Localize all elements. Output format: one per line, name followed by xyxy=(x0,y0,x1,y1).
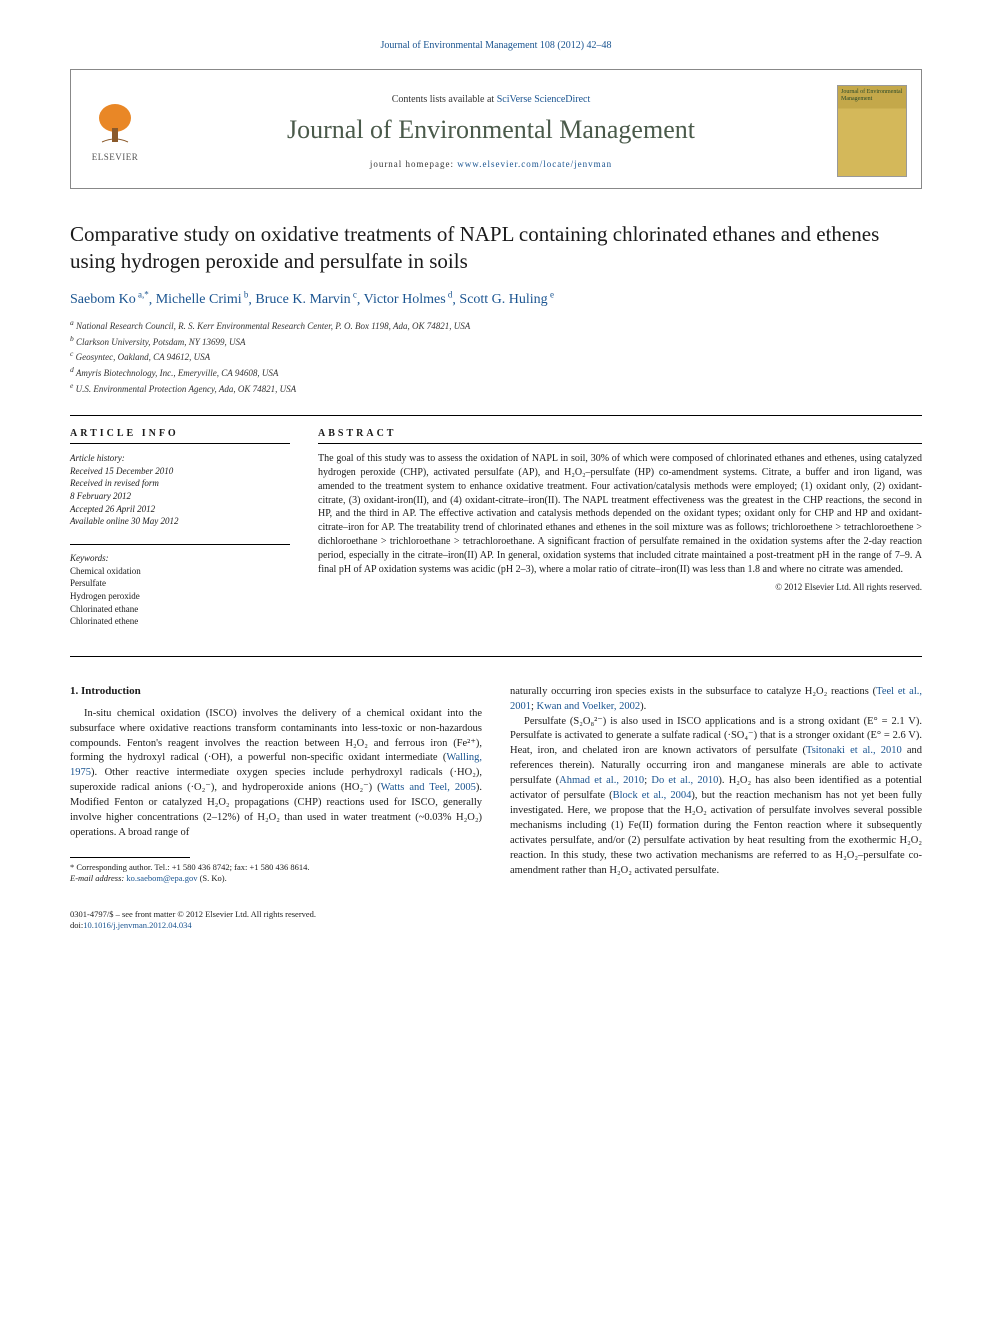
author[interactable]: Michelle Crimi b xyxy=(156,292,249,307)
corresponding-line: * Corresponding author. Tel.: +1 580 436… xyxy=(70,862,482,873)
elsevier-logo: ELSEVIER xyxy=(85,100,145,162)
body-left-column: 1. Introduction In-situ chemical oxidati… xyxy=(70,685,482,932)
article-info-heading: ARTICLE INFO xyxy=(70,428,290,444)
email-label: E-mail address: xyxy=(70,873,126,883)
article-info-column: ARTICLE INFO Article history: Received 1… xyxy=(70,428,290,628)
homepage-link[interactable]: www.elsevier.com/locate/jenvman xyxy=(457,159,612,169)
contents-line: Contents lists available at SciVerse Sci… xyxy=(155,94,827,105)
keyword: Chlorinated ethene xyxy=(70,615,290,628)
bottom-publication-info: 0301-4797/$ – see front matter © 2012 El… xyxy=(70,909,482,932)
journal-name: Journal of Environmental Management xyxy=(155,115,827,145)
history-line: Available online 30 May 2012 xyxy=(70,515,290,528)
keywords-list: Chemical oxidationPersulfateHydrogen per… xyxy=(70,565,290,628)
email-line: E-mail address: ko.saebom@epa.gov (S. Ko… xyxy=(70,873,482,884)
affiliations: a National Research Council, R. S. Kerr … xyxy=(70,318,922,395)
intro-para-2: Persulfate (S₂O₈²⁻) is also used in ISCO… xyxy=(510,715,922,879)
article-title: Comparative study on oxidative treatment… xyxy=(70,221,922,276)
history-label: Article history: xyxy=(70,452,290,465)
doi-link[interactable]: 10.1016/j.jenvman.2012.04.034 xyxy=(83,920,191,930)
affiliation-line: e U.S. Environmental Protection Agency, … xyxy=(70,381,922,396)
author[interactable]: Scott G. Huling e xyxy=(459,292,554,307)
abstract-copyright: © 2012 Elsevier Ltd. All rights reserved… xyxy=(318,582,922,592)
doi-line: doi:10.1016/j.jenvman.2012.04.034 xyxy=(70,920,482,931)
cite-tsitonaki-2010[interactable]: Tsitonaki et al., 2010 xyxy=(806,745,902,756)
cite-ahmad-2010[interactable]: Ahmad et al., 2010 xyxy=(559,775,644,786)
keywords-label: Keywords: xyxy=(70,553,290,563)
homepage-prefix: journal homepage: xyxy=(370,159,457,169)
contents-prefix: Contents lists available at xyxy=(392,94,497,105)
author-sup: c xyxy=(351,290,357,300)
sciencedirect-link[interactable]: SciVerse ScienceDirect xyxy=(497,94,591,105)
keyword: Hydrogen peroxide xyxy=(70,590,290,603)
cite-do-2010[interactable]: Do et al., 2010 xyxy=(651,775,718,786)
journal-header-box: ELSEVIER Contents lists available at Sci… xyxy=(70,69,922,189)
info-divider xyxy=(70,544,290,545)
authors-line: Saebom Ko a,*, Michelle Crimi b, Bruce K… xyxy=(70,290,922,309)
keyword: Persulfate xyxy=(70,577,290,590)
affiliation-line: c Geosyntec, Oakland, CA 94612, USA xyxy=(70,349,922,364)
homepage-line: journal homepage: www.elsevier.com/locat… xyxy=(155,159,827,169)
author-sup: a,* xyxy=(136,290,149,300)
keyword: Chlorinated ethane xyxy=(70,603,290,616)
divider-top xyxy=(70,415,922,416)
abstract-text: The goal of this study was to assess the… xyxy=(318,452,922,576)
intro-para-1: In-situ chemical oxidation (ISCO) involv… xyxy=(70,707,482,841)
affiliation-line: a National Research Council, R. S. Kerr … xyxy=(70,318,922,333)
journal-cover-thumbnail: Journal of Environmental Management xyxy=(837,85,907,177)
author-sup: d xyxy=(446,290,453,300)
email-suffix: (S. Ko). xyxy=(197,873,226,883)
history-line: Accepted 26 April 2012 xyxy=(70,503,290,516)
history-line: 8 February 2012 xyxy=(70,490,290,503)
intro-text-1: In-situ chemical oxidation (ISCO) involv… xyxy=(70,708,482,764)
right-end-text: ), but the reaction mechanism has not ye… xyxy=(510,790,922,876)
author-sup: e xyxy=(548,290,554,300)
body-right-column: naturally occurring iron species exists … xyxy=(510,685,922,932)
issn-line: 0301-4797/$ – see front matter © 2012 El… xyxy=(70,909,482,920)
history-line: Received 15 December 2010 xyxy=(70,465,290,478)
publisher-name: ELSEVIER xyxy=(85,152,145,162)
intro-continuation: naturally occurring iron species exists … xyxy=(510,685,922,715)
author[interactable]: Victor Holmes d xyxy=(364,292,453,307)
right-top-text: naturally occurring iron species exists … xyxy=(510,686,876,697)
cover-title: Journal of Environmental Management xyxy=(841,89,903,102)
body-columns: 1. Introduction In-situ chemical oxidati… xyxy=(70,685,922,932)
author-sup: b xyxy=(242,290,249,300)
elsevier-tree-icon xyxy=(92,100,138,150)
info-abstract-row: ARTICLE INFO Article history: Received 1… xyxy=(70,428,922,628)
abstract-column: ABSTRACT The goal of this study was to a… xyxy=(318,428,922,628)
affiliation-line: b Clarkson University, Potsdam, NY 13699… xyxy=(70,334,922,349)
cite-block-2004[interactable]: Block et al., 2004 xyxy=(613,790,692,801)
author[interactable]: Saebom Ko a,* xyxy=(70,292,149,307)
history-line: Received in revised form xyxy=(70,477,290,490)
keyword: Chemical oxidation xyxy=(70,565,290,578)
section-1-title: 1. Introduction xyxy=(70,685,482,697)
right-top-end: ). xyxy=(640,701,646,712)
doi-label: doi: xyxy=(70,920,83,930)
divider-after-abstract xyxy=(70,656,922,657)
article-history: Article history: Received 15 December 20… xyxy=(70,452,290,528)
cite-kwan-voelker-2002[interactable]: Kwan and Voelker, 2002 xyxy=(537,701,641,712)
footnote-separator xyxy=(70,857,190,858)
author[interactable]: Bruce K. Marvin c xyxy=(255,292,357,307)
affiliation-line: d Amyris Biotechnology, Inc., Emeryville… xyxy=(70,365,922,380)
email-link[interactable]: ko.saebom@epa.gov xyxy=(126,873,197,883)
cite-watts-teel-2005[interactable]: Watts and Teel, 2005 xyxy=(381,782,476,793)
header-center: Contents lists available at SciVerse Sci… xyxy=(145,94,837,169)
top-citation: Journal of Environmental Management 108 … xyxy=(70,40,922,51)
abstract-heading: ABSTRACT xyxy=(318,428,922,444)
corresponding-author-footnote: * Corresponding author. Tel.: +1 580 436… xyxy=(70,862,482,885)
